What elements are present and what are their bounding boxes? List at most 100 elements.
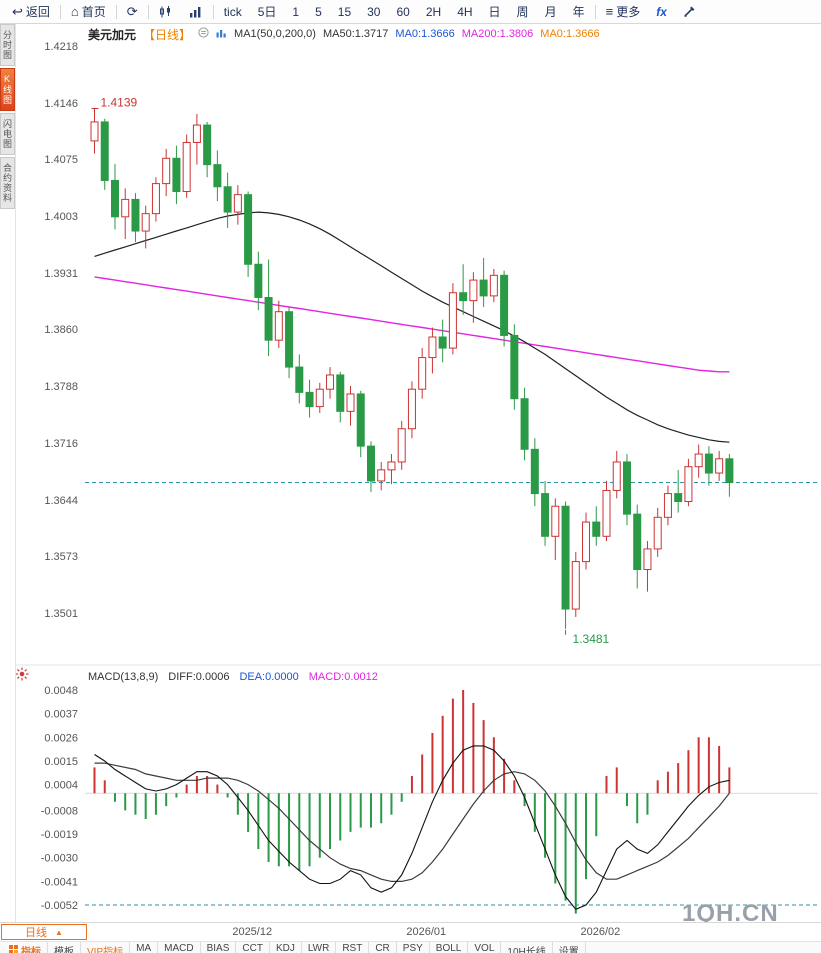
svg-text:1.4146: 1.4146 — [44, 98, 78, 110]
price-chart-header: 美元加元 【日线】 MA1(50,0,200,0) MA50:1.3717 MA… — [88, 27, 600, 42]
svg-text:1.4003: 1.4003 — [44, 211, 78, 223]
indicator-tab-7[interactable]: KDJ — [270, 942, 302, 953]
indicator-tab-strip: 指标 模板 VIP指标 MA MACD BIAS CCT KDJ LWR RST CR PSY BOLL… — [0, 941, 821, 953]
svg-text:1.3573: 1.3573 — [44, 551, 78, 563]
indicator-tab-15[interactable]: 设置 — [553, 942, 586, 953]
kline-chart-icon — [159, 5, 173, 18]
period-15-button-label: 15 — [337, 4, 352, 19]
svg-text:0.0004: 0.0004 — [44, 780, 78, 792]
sidebar-tab-2[interactable]: 闪电图 — [0, 113, 15, 155]
svg-text:-0.0019: -0.0019 — [41, 829, 78, 841]
indicator-tab-12[interactable]: BOLL — [430, 942, 469, 953]
period-5day-button[interactable]: 5日 — [250, 0, 285, 24]
x-axis-label-2: 2026/02 — [580, 926, 621, 938]
home-button[interactable]: ⌂ 首页 — [63, 0, 114, 24]
back-button-label: 返回 — [25, 5, 50, 19]
period-week-button[interactable]: 周 — [509, 0, 537, 24]
indicator-tab-2[interactable]: VIP指标 — [81, 942, 131, 953]
period-selector-label: 日线 — [25, 927, 48, 939]
refresh-button[interactable]: ⟳ — [119, 0, 146, 24]
period-day-button[interactable]: 日 — [481, 0, 509, 24]
fx-button-label: fx — [656, 4, 667, 19]
indicator-tab-5[interactable]: BIAS — [201, 942, 237, 953]
period-2h-button-label: 2H — [425, 4, 442, 19]
period-year-button[interactable]: 年 — [565, 0, 593, 24]
fx-button[interactable]: fx — [648, 0, 675, 24]
more-button[interactable]: ≡ 更多 — [598, 0, 649, 24]
indicator-tab-9[interactable]: RST — [336, 942, 370, 953]
indicator-tab-0[interactable]: 指标 — [3, 942, 48, 953]
indicator-tab-label: KDJ — [275, 943, 295, 953]
macd-axis-labels: 0.0048 0.0037 0.0026 0.0015 0.0004 -0.0008 -0.… — [41, 685, 78, 912]
svg-text:0.0048: 0.0048 — [44, 685, 78, 697]
back-button[interactable]: ↩ 返回 — [4, 0, 58, 24]
ma50-value: MA50:1.3717 — [322, 28, 389, 40]
period-tick-button[interactable]: tick — [216, 0, 250, 24]
home-button-label: 首页 — [81, 5, 106, 19]
period-1-button[interactable]: 1 — [284, 0, 307, 24]
x-axis-label-0: 2025/12 — [232, 926, 273, 938]
ma-setting-text: MA1(50,0,200,0) — [234, 28, 316, 40]
sidebar-tab-0[interactable]: 分时图 — [0, 24, 15, 66]
period-4h-button[interactable]: 4H — [449, 0, 480, 24]
period-5day-button-label: 5日 — [257, 5, 277, 19]
indicator-tab-1[interactable]: 模板 — [48, 942, 81, 953]
dea-line — [94, 762, 730, 883]
volume-style-button[interactable] — [181, 0, 211, 24]
indicator-tab-10[interactable]: CR — [369, 942, 397, 953]
period-year-button-label: 年 — [572, 5, 585, 19]
period-4h-button-label: 4H — [457, 4, 473, 19]
draw-tools-button[interactable] — [675, 0, 704, 24]
more-button-label: 更多 — [616, 5, 641, 19]
indicator-tab-8[interactable]: LWR — [302, 942, 337, 953]
indicator-tab-label: 指标 — [21, 947, 41, 953]
svg-text:-0.0030: -0.0030 — [41, 853, 78, 865]
indicator-tab-11[interactable]: PSY — [397, 942, 430, 953]
period-month-button-label: 月 — [544, 5, 557, 19]
ma200-line — [94, 276, 730, 373]
sidebar-tab-1[interactable]: K线图 — [0, 68, 15, 111]
volume-bars-icon — [189, 6, 203, 18]
period-5-button[interactable]: 5 — [307, 0, 330, 24]
svg-text:1.3860: 1.3860 — [44, 324, 78, 336]
svg-text:-0.0008: -0.0008 — [41, 805, 78, 817]
indicator-tab-13[interactable]: VOL — [468, 942, 502, 953]
svg-text:1.3788: 1.3788 — [44, 381, 78, 393]
tools-icon — [683, 5, 696, 18]
indicator-tab-4[interactable]: MACD — [158, 942, 201, 953]
candlestick-series — [90, 108, 734, 629]
period-week-button-label: 周 — [516, 5, 529, 19]
period-15-button[interactable]: 15 — [330, 0, 359, 24]
period-2h-button[interactable]: 2H — [418, 0, 449, 24]
kline-style-button[interactable] — [151, 0, 181, 24]
indicator-tab-label: MA — [136, 943, 152, 953]
indicator-tab-label: 设置 — [558, 947, 579, 953]
low-price-label: 1.3481 — [573, 632, 610, 646]
indicator-tab-14[interactable]: 10H长线 — [501, 942, 553, 953]
indicator-settings-icon[interactable] — [15, 667, 29, 685]
indicator-tab-label: PSY — [402, 943, 423, 953]
indicator-tab-3[interactable]: MA — [130, 942, 159, 953]
svg-text:1.3931: 1.3931 — [44, 268, 78, 280]
period-selector[interactable]: 日线 ▲ — [1, 924, 87, 940]
period-month-button[interactable]: 月 — [537, 0, 565, 24]
ma-settings-icon[interactable] — [216, 28, 227, 41]
chart-type-sidebar: 分时图 K线图闪电图合约资料 — [0, 24, 16, 922]
macd-title: MACD(13,8,9) — [88, 671, 159, 683]
top-toolbar: ↩ 返回 ⌂ 首页 ⟳ tick 5日 1 5 15 30 60 2H 4H 日周 月 年 ≡ 更多 fx — [0, 0, 821, 24]
indicator-tab-label: CCT — [242, 943, 263, 953]
compare-icon[interactable] — [198, 27, 209, 41]
period-30-button[interactable]: 30 — [359, 0, 388, 24]
svg-text:0.0015: 0.0015 — [44, 756, 78, 768]
period-60-button[interactable]: 60 — [388, 0, 417, 24]
toolbar-separator — [594, 4, 596, 19]
symbol-name: 美元加元 — [88, 27, 137, 42]
ma200-value: MA200:1.3806 — [461, 28, 534, 40]
svg-text:1.3716: 1.3716 — [44, 438, 78, 450]
macd-macd-value: MACD:0.0012 — [308, 671, 378, 683]
sidebar-tab-3[interactable]: 合约资料 — [0, 157, 15, 209]
indicator-tab-6[interactable]: CCT — [236, 942, 270, 953]
bottom-axis-row: 日线 ▲ 2025/12 2026/01 2026/02 — [0, 922, 821, 941]
menu-icon: ≡ — [605, 4, 614, 19]
